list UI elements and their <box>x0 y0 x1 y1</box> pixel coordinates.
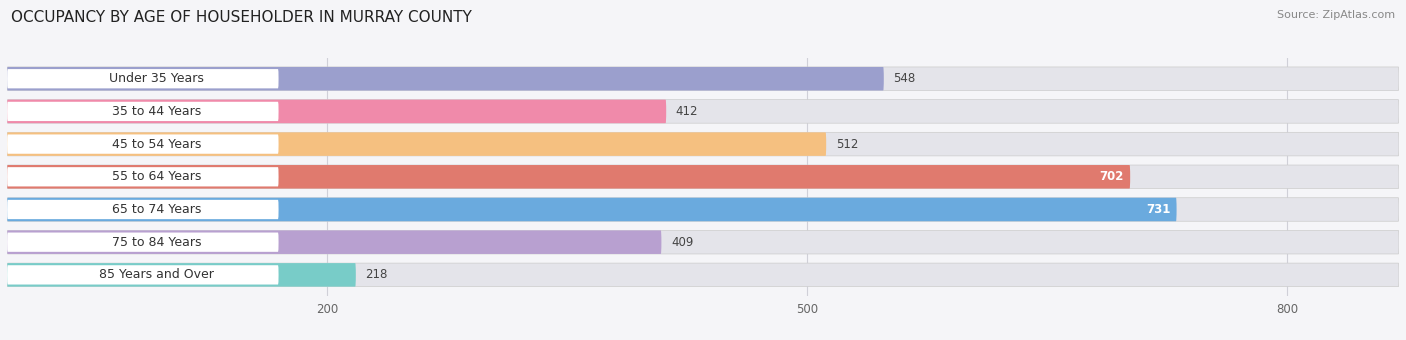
FancyBboxPatch shape <box>7 67 884 90</box>
Text: 75 to 84 Years: 75 to 84 Years <box>111 236 201 249</box>
FancyBboxPatch shape <box>7 198 1399 221</box>
FancyBboxPatch shape <box>7 265 278 285</box>
Text: 409: 409 <box>671 236 693 249</box>
FancyBboxPatch shape <box>7 102 278 121</box>
FancyBboxPatch shape <box>7 100 666 123</box>
Text: Under 35 Years: Under 35 Years <box>110 72 204 85</box>
FancyBboxPatch shape <box>7 100 1399 123</box>
Text: 55 to 64 Years: 55 to 64 Years <box>111 170 201 183</box>
FancyBboxPatch shape <box>7 165 1130 189</box>
Text: Source: ZipAtlas.com: Source: ZipAtlas.com <box>1277 10 1395 20</box>
FancyBboxPatch shape <box>7 69 278 88</box>
FancyBboxPatch shape <box>7 67 1399 90</box>
Text: 512: 512 <box>835 138 858 151</box>
Text: 702: 702 <box>1099 170 1123 183</box>
FancyBboxPatch shape <box>7 134 278 154</box>
Text: OCCUPANCY BY AGE OF HOUSEHOLDER IN MURRAY COUNTY: OCCUPANCY BY AGE OF HOUSEHOLDER IN MURRA… <box>11 10 472 25</box>
Text: 412: 412 <box>676 105 699 118</box>
Text: 85 Years and Over: 85 Years and Over <box>98 268 214 282</box>
FancyBboxPatch shape <box>7 200 278 219</box>
FancyBboxPatch shape <box>7 165 1399 189</box>
Text: 35 to 44 Years: 35 to 44 Years <box>112 105 201 118</box>
Text: 65 to 74 Years: 65 to 74 Years <box>111 203 201 216</box>
FancyBboxPatch shape <box>7 231 1399 254</box>
FancyBboxPatch shape <box>7 132 827 156</box>
FancyBboxPatch shape <box>7 167 278 186</box>
Text: 218: 218 <box>366 268 388 282</box>
FancyBboxPatch shape <box>7 198 1177 221</box>
FancyBboxPatch shape <box>7 233 278 252</box>
FancyBboxPatch shape <box>7 263 356 287</box>
FancyBboxPatch shape <box>7 263 1399 287</box>
Text: 731: 731 <box>1146 203 1170 216</box>
FancyBboxPatch shape <box>7 231 661 254</box>
Text: 548: 548 <box>893 72 915 85</box>
FancyBboxPatch shape <box>7 132 1399 156</box>
Text: 45 to 54 Years: 45 to 54 Years <box>111 138 201 151</box>
